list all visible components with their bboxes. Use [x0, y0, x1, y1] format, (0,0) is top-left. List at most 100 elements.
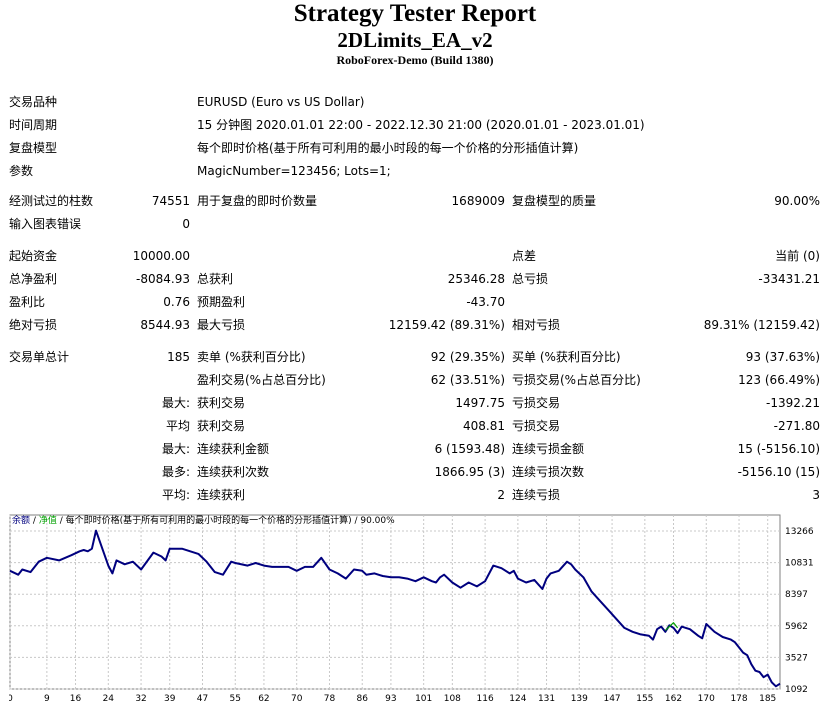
x-tick-label: 101 [415, 694, 432, 703]
params-label: 参数 [9, 164, 34, 178]
maximal-cons-loss-label: 连续亏损次数 [512, 465, 585, 479]
x-tick-label: 155 [636, 694, 653, 703]
x-tick-label: 162 [665, 694, 682, 703]
max-cons-wins-label: 连续获利金额 [197, 442, 270, 456]
loss-trades-value: 123 (66.49%) [738, 373, 820, 387]
quality-label: 复盘模型的质量 [512, 194, 597, 208]
profit-trades-label: 盈利交易(%占总百分比) [197, 373, 326, 387]
x-tick-label: 139 [571, 694, 588, 703]
bars-label: 经测试过的柱数 [9, 194, 94, 208]
expected-payoff-value: -43.70 [466, 295, 505, 309]
relative-drawdown-label: 相对亏损 [512, 318, 561, 332]
long-positions-label: 买单 (%获利百分比) [512, 350, 621, 364]
params-value: MagicNumber=123456; Lots=1; [197, 164, 391, 178]
x-tick-label: 178 [730, 694, 747, 703]
largest-prefix: 最大: [161, 396, 190, 410]
x-tick-label: 47 [197, 694, 208, 703]
average-profit-label: 获利交易 [197, 419, 246, 433]
symbol-label: 交易品种 [9, 95, 58, 109]
gross-profit-label: 总获利 [197, 272, 234, 286]
model-label: 复盘模型 [9, 141, 58, 155]
chart-legend: 余额 / 净值 / 每个即时价格(基于所有可利用的最小时段的每一个价格的分形插值… [12, 514, 395, 526]
avg-cons-prefix: 平均: [161, 488, 190, 502]
avg-cons-wins-label: 连续获利 [197, 488, 246, 502]
y-tick-label: 1092 [785, 685, 808, 695]
legend-balance: 余额 [12, 514, 30, 526]
maximal-drawdown-label: 最大亏损 [197, 318, 246, 332]
x-tick-label: 55 [230, 694, 241, 703]
y-tick-label: 10831 [785, 559, 814, 569]
average-loss-value: -271.80 [773, 419, 820, 433]
largest-loss-label: 亏损交易 [512, 396, 561, 410]
equity-line [664, 622, 679, 631]
x-axis: 0 9 16 24 32 39 47 55 62 70 78 86 93 101 108 116 124 131 1… [9, 694, 776, 703]
y-axis: 13266 10831 8397 5962 3527 1092 [785, 527, 814, 695]
y-tick-label: 13266 [785, 527, 814, 537]
period-label: 时间周期 [9, 118, 58, 132]
profit-trades-value: 62 (33.51%) [430, 373, 505, 387]
deposit-value: 10000.00 [132, 249, 190, 263]
total-trades-value: 185 [167, 350, 190, 364]
avg-cons-losses-label: 连续亏损 [512, 488, 561, 502]
max-cons-losses-value: 15 (-5156.10) [737, 442, 820, 456]
largest-loss-value: -1392.21 [766, 396, 820, 410]
avg-cons-wins-value: 2 [497, 488, 505, 502]
bars-value: 74551 [151, 194, 190, 208]
x-tick-label: 185 [759, 694, 776, 703]
maximal-prefix: 最多: [161, 465, 190, 479]
maximal-drawdown-value: 12159.42 (89.31%) [388, 318, 505, 332]
relative-drawdown-value: 89.31% (12159.42) [703, 318, 820, 332]
period-value: 15 分钟图 2020.01.01 22:00 - 2022.12.30 21:… [197, 118, 645, 132]
short-positions-value: 92 (29.35%) [430, 350, 505, 364]
model-value: 每个即时价格(基于所有可利用的最小时段的每一个价格的分形插值计算) [197, 141, 579, 155]
deposit-label: 起始资金 [9, 249, 58, 263]
x-tick-label: 147 [603, 694, 620, 703]
maximal-cons-profit-label: 连续获利次数 [197, 465, 270, 479]
errors-value: 0 [182, 217, 190, 231]
average-profit-value: 408.81 [463, 419, 505, 433]
short-positions-label: 卖单 (%获利百分比) [197, 350, 306, 364]
legend-separator: / [33, 516, 37, 526]
y-tick-label: 8397 [785, 590, 808, 600]
y-tick-label: 3527 [785, 653, 808, 663]
average-loss-label: 亏损交易 [512, 419, 561, 433]
expected-payoff-label: 预期盈利 [197, 295, 246, 309]
gross-loss-label: 总亏损 [512, 272, 549, 286]
x-tick-label: 78 [324, 694, 336, 703]
x-tick-label: 62 [258, 694, 269, 703]
y-tick-label: 5962 [785, 622, 808, 632]
legend-equity: 净值 [39, 514, 57, 526]
server-build: RoboForex-Demo (Build 1380) [336, 53, 494, 67]
largest-profit-value: 1497.75 [455, 396, 505, 410]
gross-profit-value: 25346.28 [447, 272, 505, 286]
errors-label: 输入图表错误 [9, 217, 82, 231]
symbol-value: EURUSD (Euro vs US Dollar) [197, 95, 365, 109]
absolute-drawdown-value: 8544.93 [140, 318, 190, 332]
x-tick-label: 70 [291, 694, 303, 703]
average-prefix: 平均 [165, 419, 190, 433]
profit-factor-value: 0.76 [163, 295, 190, 309]
total-trades-label: 交易单总计 [9, 350, 70, 364]
ticks-label: 用于复盘的即时价数量 [197, 194, 318, 208]
x-tick-label: 16 [70, 694, 82, 703]
x-tick-label: 108 [444, 694, 461, 703]
max-prefix: 最大: [161, 442, 190, 456]
chart-series [9, 529, 781, 688]
net-profit-label: 总净盈利 [9, 272, 58, 286]
long-positions-value: 93 (37.63%) [745, 350, 820, 364]
chart-grid [9, 515, 780, 690]
absolute-drawdown-label: 绝对亏损 [9, 318, 58, 332]
x-tick-label: 24 [103, 694, 115, 703]
maximal-cons-loss-value: -5156.10 (15) [737, 465, 820, 479]
x-tick-label: 0 [9, 694, 13, 703]
spread-label: 点差 [512, 249, 537, 263]
x-tick-label: 116 [477, 694, 494, 703]
plot-area [9, 514, 781, 690]
quality-value: 90.00% [774, 194, 820, 208]
x-tick-label: 124 [509, 694, 526, 703]
balance-chart: 13266 10831 8397 5962 3527 1092 0 9 16 24 32 39 47 5… [9, 514, 814, 703]
x-tick-label: 39 [164, 694, 176, 703]
ea-name: 2DLimits_EA_v2 [337, 28, 493, 52]
x-tick-label: 86 [357, 694, 369, 703]
max-cons-losses-label: 连续亏损金额 [512, 442, 585, 456]
